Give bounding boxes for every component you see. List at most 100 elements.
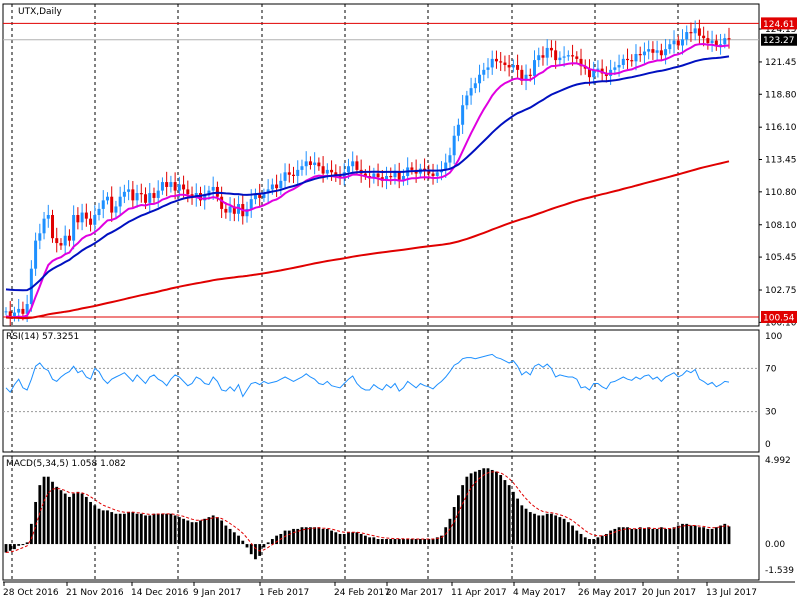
macd-histogram-bar [719, 525, 722, 545]
candle-body [114, 206, 118, 213]
candle-body [351, 161, 355, 167]
candle-body [727, 38, 731, 40]
macd-histogram-bar [554, 515, 558, 545]
candle-body [651, 49, 655, 53]
macd-histogram-bar [604, 533, 608, 545]
candle-body [29, 268, 33, 305]
fast-moving-average-line [5, 42, 730, 319]
candle-body [224, 208, 228, 213]
candle-body [127, 189, 131, 192]
candle-body [490, 58, 494, 68]
macd-histogram-bar [25, 542, 29, 545]
macd-histogram-bar [241, 540, 245, 545]
candle-body [313, 162, 317, 165]
candle-body [499, 61, 503, 63]
candle-body [296, 169, 300, 176]
macd-histogram-bar [490, 469, 494, 545]
rsi-line [5, 353, 730, 398]
date-tick-label: 11 Apr 2017 [451, 588, 507, 598]
candle-body [325, 169, 329, 174]
macd-histogram-bar [89, 501, 92, 545]
candle-body [169, 182, 173, 187]
macd-histogram-bar [393, 539, 397, 545]
candle-body [262, 193, 266, 198]
macd-histogram-bar [376, 539, 380, 545]
macd-histogram-bar [380, 539, 384, 545]
macd-histogram-bar [182, 518, 185, 545]
candle-body [270, 184, 274, 190]
macd-histogram-bar [325, 528, 329, 545]
macd-histogram-bar [161, 513, 164, 545]
candle-body [554, 50, 558, 61]
macd-histogram-bar [651, 528, 655, 545]
macd-histogram-bar [152, 513, 156, 545]
date-tick-label: 28 Oct 2016 [3, 588, 59, 598]
candle-body [452, 135, 456, 156]
candle-body [152, 193, 156, 198]
candle-body [575, 56, 579, 59]
candle-body [516, 64, 520, 70]
candle-body [719, 44, 723, 46]
candle-body [38, 233, 42, 241]
candle-body [275, 184, 279, 189]
macd-histogram-bar [245, 544, 249, 548]
macd-histogram-bar [406, 539, 410, 545]
macd-histogram-bar [106, 510, 109, 545]
high-price-tag: 124.61 [763, 20, 795, 30]
macd-histogram-bar [541, 515, 545, 545]
candle-body [249, 199, 253, 209]
macd-histogram-bar [524, 508, 528, 545]
macd-histogram-bar [634, 528, 638, 545]
candle-body [401, 175, 405, 180]
candle-body [537, 55, 541, 61]
macd-tick-label: 0.00 [765, 540, 785, 550]
candle-body [21, 308, 25, 314]
macd-histogram-bar [304, 527, 308, 545]
date-tick-label: 1 Feb 2017 [259, 588, 309, 598]
macd-histogram-bar [457, 495, 460, 545]
macd-histogram-bar [224, 525, 228, 545]
candle-body [685, 32, 689, 40]
macd-histogram-bar [296, 528, 300, 545]
macd-histogram-bar [575, 530, 579, 545]
slow-moving-average-line [5, 160, 730, 320]
macd-histogram-bar [321, 528, 325, 545]
current-price-tag: 123.27 [763, 36, 795, 46]
macd-histogram-bar [148, 515, 152, 545]
candle-body [456, 124, 460, 136]
macd-histogram-bar [270, 539, 274, 545]
candle-body [228, 206, 232, 213]
macd-histogram-bar [38, 485, 42, 545]
macd-histogram-bar [203, 518, 207, 545]
candle-body [186, 189, 190, 195]
macd-histogram-bar [46, 476, 50, 545]
price-panel-title: UTX,Daily [18, 7, 63, 17]
macd-histogram-bar [287, 530, 291, 545]
macd-histogram-bar [266, 542, 270, 545]
candle-body [486, 67, 490, 70]
candle-body [617, 64, 621, 68]
macd-histogram-bar [588, 539, 591, 545]
candle-body [173, 182, 177, 191]
macd-histogram-bar [423, 539, 426, 545]
macd-histogram-bar [626, 527, 629, 545]
macd-histogram-bar [110, 512, 114, 545]
macd-histogram-bar [17, 544, 21, 546]
macd-histogram-bar [710, 528, 714, 545]
macd-histogram-bar [194, 522, 198, 545]
macd-histogram-bar [232, 532, 236, 545]
macd-histogram-bar [4, 544, 8, 553]
candle-body [110, 196, 114, 213]
candle-body [659, 50, 663, 56]
macd-histogram-bar [97, 508, 101, 545]
candle-body [511, 64, 515, 68]
macd-histogram-bar [397, 539, 401, 545]
macd-histogram-bar [29, 523, 33, 545]
price-tick-label: 108.10 [765, 221, 797, 231]
macd-histogram-bar [448, 518, 452, 545]
candle-body [84, 212, 88, 219]
macd-histogram-bar [139, 513, 143, 545]
candle-body [503, 62, 507, 65]
macd-panel-title: MACD(5,34,5) 1.058 1.082 [6, 459, 126, 469]
macd-histogram-bar [76, 491, 80, 545]
